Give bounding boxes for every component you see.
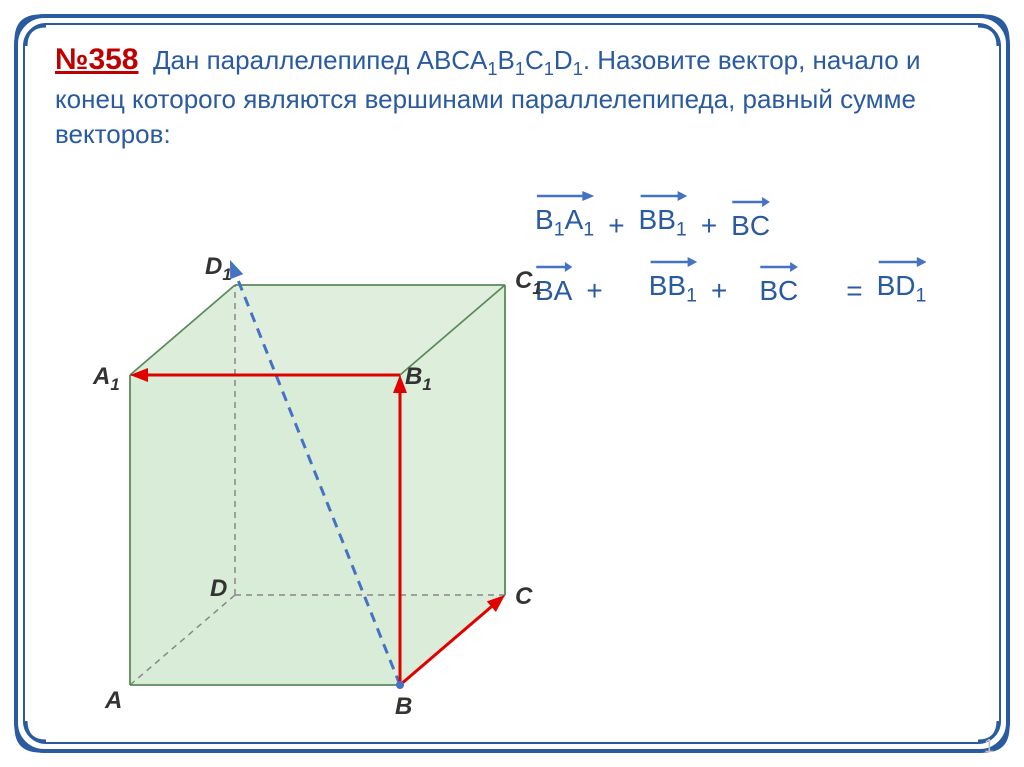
problem-number: №358: [55, 43, 139, 76]
label-D1: D1: [205, 253, 232, 285]
equation-row-2: BA + BB1 + BC = BD1: [535, 256, 926, 308]
label-A1: A1: [93, 363, 120, 395]
label-A: A: [105, 687, 122, 715]
vector-BC-b: BC: [759, 261, 798, 307]
parallelepiped-diagram: A B C D A1 B1 C1 D1: [75, 245, 535, 735]
label-B1: B1: [405, 363, 432, 395]
vector-B1A1: B1A1: [535, 190, 594, 242]
diagram-svg: [75, 245, 535, 735]
equations-block: B1A1 + BB1 + BC BA + BB1 + BC =: [535, 190, 926, 321]
vector-arrow-icon: [731, 196, 770, 208]
vector-BB1: BB1: [639, 190, 687, 242]
page-number: 1: [984, 736, 994, 757]
label-B: B: [395, 693, 412, 721]
label-C: C: [515, 583, 532, 611]
vector-arrow-icon: [759, 261, 798, 273]
vector-arrow-icon: [535, 190, 594, 202]
problem-text: №358 Дан параллелепипед ABCA1B1C1D1. Наз…: [55, 40, 975, 152]
vector-arrow-icon: [649, 256, 697, 268]
label-D: D: [210, 575, 227, 603]
vector-arrow-icon: [639, 190, 687, 202]
vector-BC: BC: [731, 196, 770, 242]
equation-row-1: B1A1 + BB1 + BC: [535, 190, 926, 242]
vector-BB1-b: BB1: [649, 256, 697, 308]
label-C1: C1: [515, 267, 542, 299]
vector-BD1: BD1: [877, 256, 927, 308]
vector-arrow-icon: [877, 256, 927, 268]
